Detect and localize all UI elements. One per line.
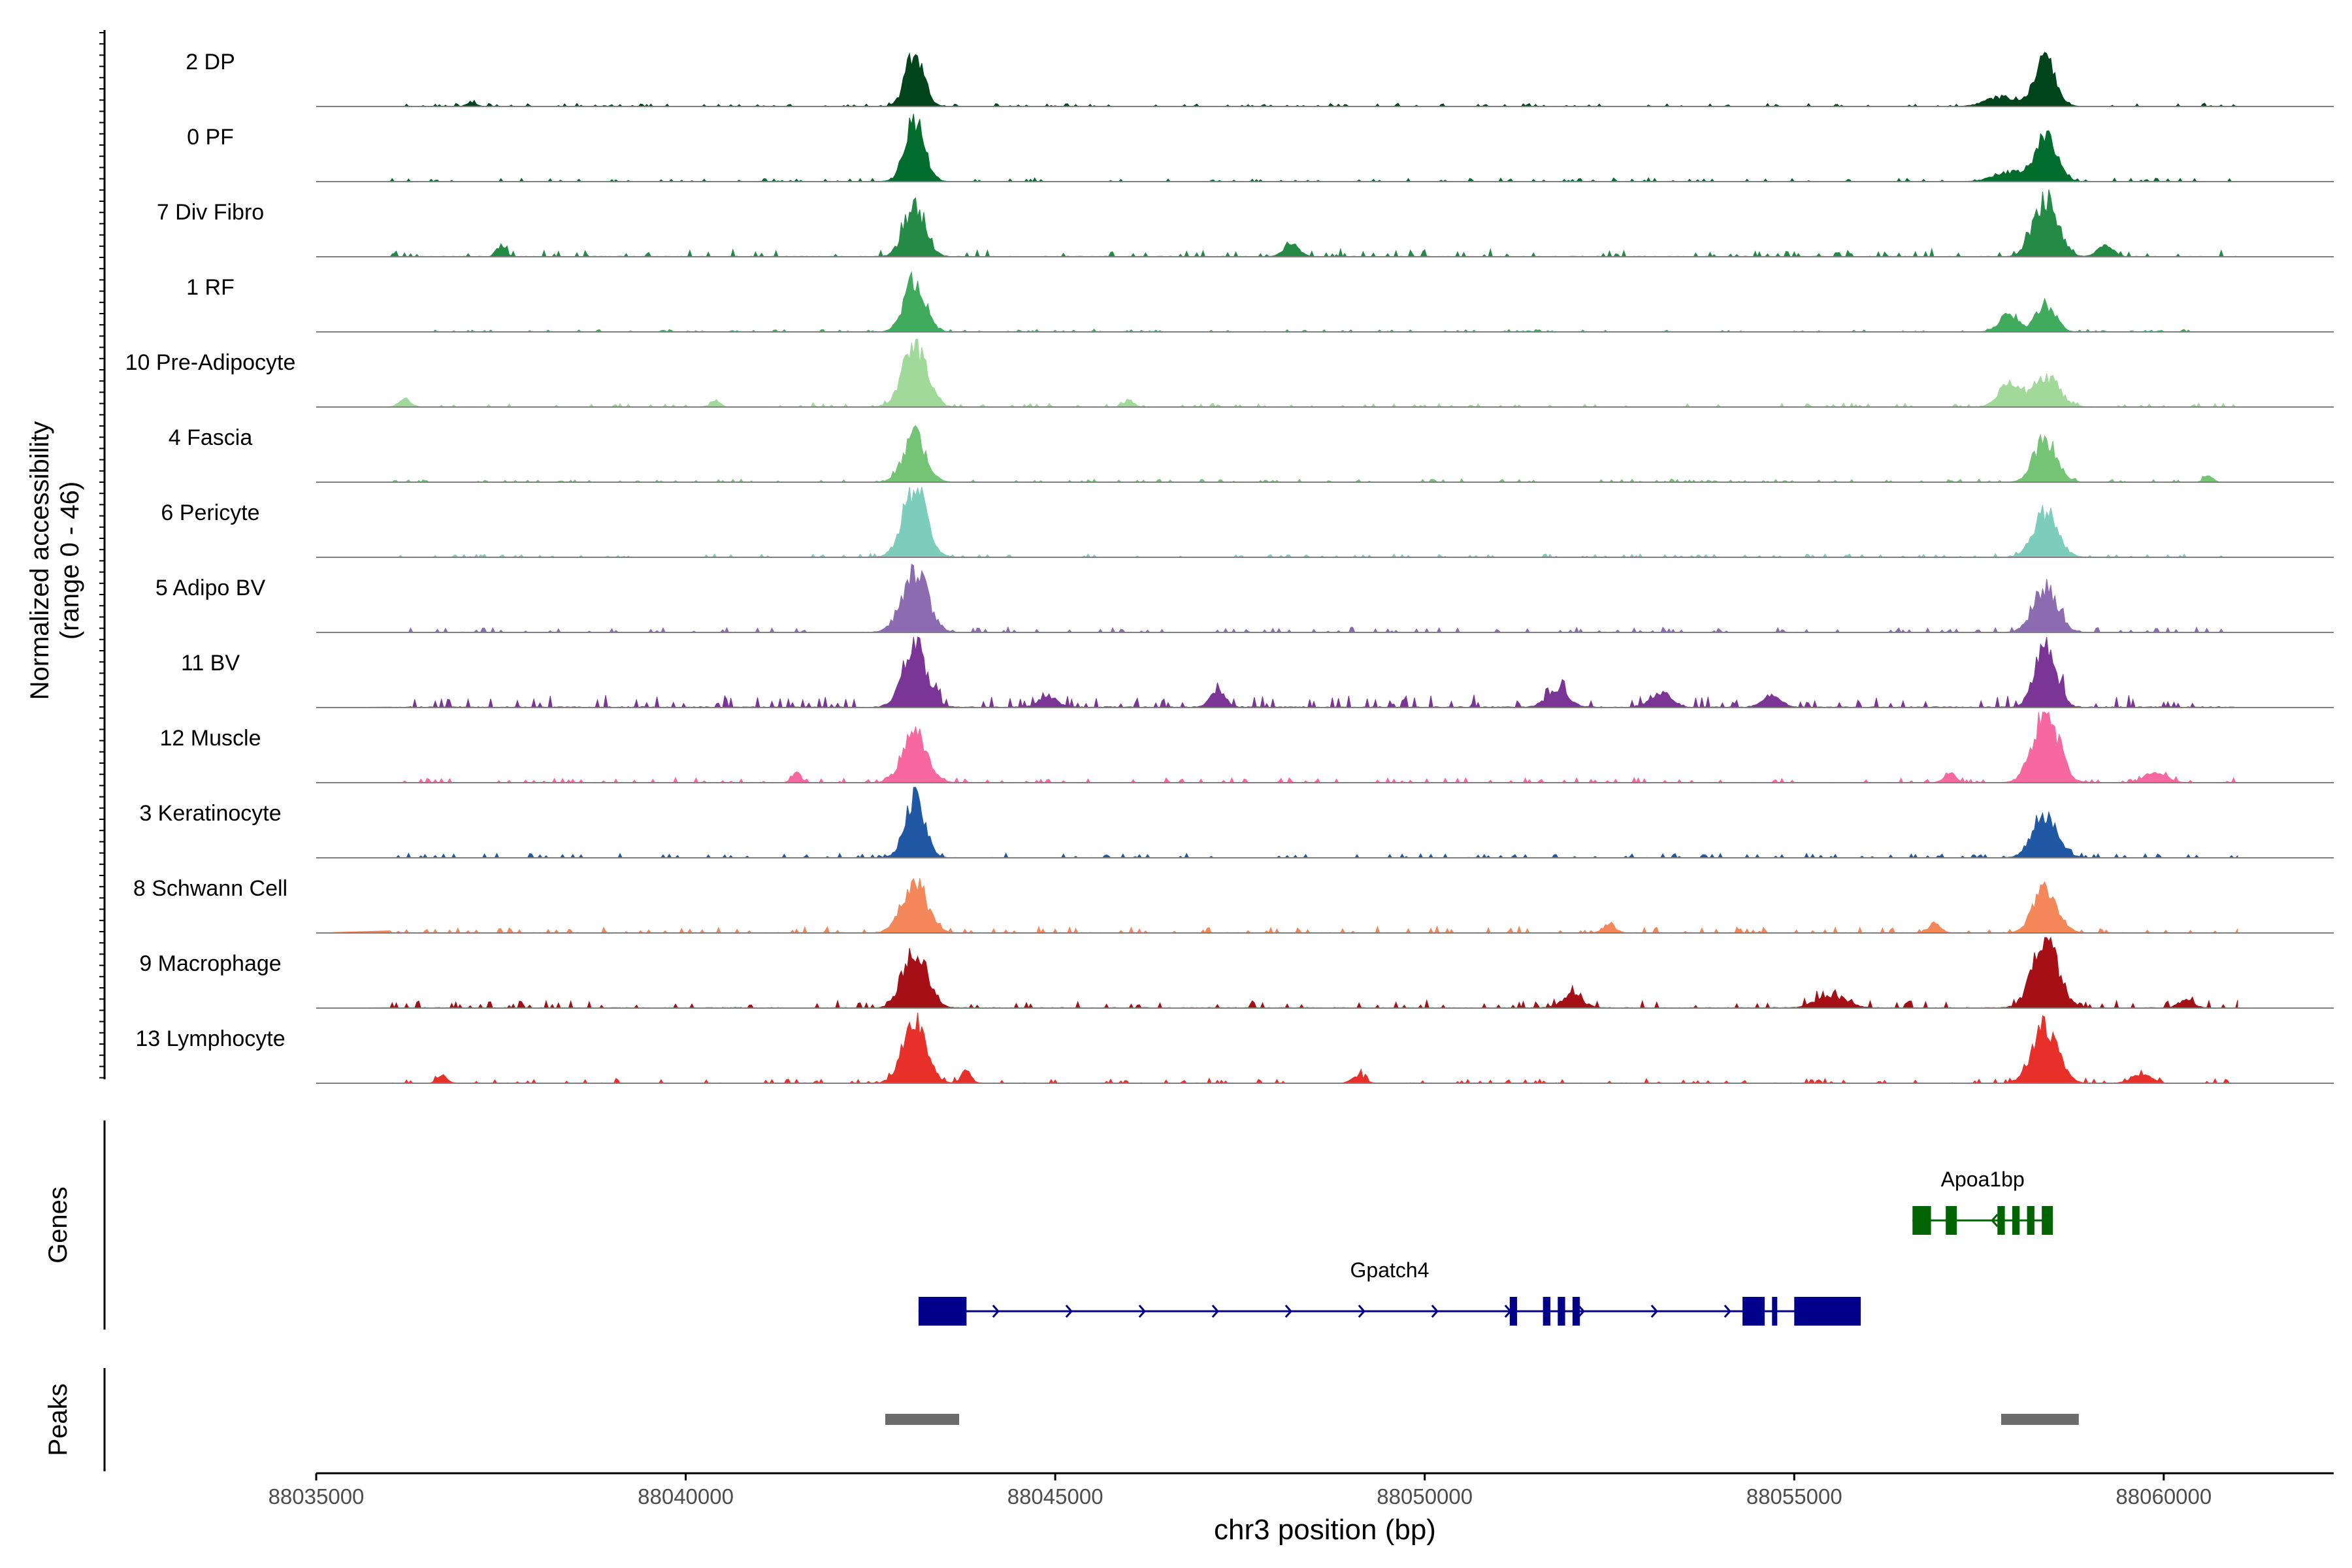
peaks-panel-label: Peaks <box>44 1383 73 1456</box>
y-axis-ticks <box>99 32 105 1079</box>
strand-arrow <box>1991 1214 1999 1227</box>
x-axis-label: chr3 position (bp) <box>1214 1514 1436 1546</box>
y-axis-label-line1: Normalized accessibility <box>25 421 54 700</box>
track-label: 9 Macrophage <box>139 951 281 976</box>
track-label: 4 Fascia <box>169 425 253 450</box>
exon <box>2012 1206 2020 1235</box>
peak-regions <box>885 1414 2079 1425</box>
x-tick-label: 88035000 <box>269 1484 365 1509</box>
track-4: 1 RF <box>186 270 2334 333</box>
track-1: 2 DP <box>186 50 2334 107</box>
track-9: 11 BV <box>181 636 2334 709</box>
track-label: 1 RF <box>186 275 235 300</box>
exon <box>1794 1297 1861 1326</box>
x-tick-label: 88050000 <box>1377 1484 1473 1509</box>
exon <box>918 1297 967 1326</box>
strand-arrow <box>1284 1305 1292 1318</box>
strand-arrow <box>1138 1305 1146 1318</box>
x-tick-label: 88055000 <box>1746 1484 1842 1509</box>
coverage-area <box>316 270 2238 333</box>
exon <box>1772 1297 1778 1326</box>
strand-arrow <box>1431 1305 1439 1318</box>
coverage-area <box>316 189 2238 257</box>
track-5: 10 Pre-Adipocyte <box>125 338 2334 408</box>
exon <box>1543 1297 1550 1326</box>
exon <box>1558 1297 1565 1326</box>
track-label: 10 Pre-Adipocyte <box>125 350 296 375</box>
track-6: 4 Fascia <box>169 425 2334 483</box>
coverage-area <box>316 936 2238 1009</box>
peaks-panel: Peaks <box>44 1368 2079 1471</box>
coverage-area <box>316 338 2238 408</box>
strand-arrow <box>1065 1305 1073 1318</box>
track-3: 7 Div Fibro <box>157 189 2334 257</box>
track-label: 7 Div Fibro <box>157 200 264 225</box>
y-axis <box>99 30 106 1079</box>
track-label: 11 BV <box>181 651 240 676</box>
y-axis-label-line2: (range 0 - 46) <box>56 482 84 640</box>
track-label: 8 Schwann Cell <box>133 876 287 901</box>
track-7: 6 Pericyte <box>161 486 2334 558</box>
track-label: 13 Lymphocyte <box>135 1026 285 1051</box>
exon <box>1509 1297 1518 1326</box>
exon <box>2027 1206 2034 1235</box>
track-label: 5 Adipo BV <box>155 576 266 600</box>
gene-label: Apoa1bp <box>1941 1168 2025 1191</box>
coverage-area <box>316 563 2238 633</box>
gene-models: Gpatch4 Apoa1bp <box>918 1168 2053 1326</box>
x-tick-label: 88060000 <box>2115 1484 2212 1509</box>
gene-apoa1bp: Apoa1bp <box>1912 1168 2053 1235</box>
strand-arrow <box>1211 1305 1219 1318</box>
track-label: 2 DP <box>186 50 235 74</box>
x-axis-ticks: 88035000 88040000 88045000 88050000 88055000… <box>269 1473 2212 1509</box>
track-8: 5 Adipo BV <box>155 563 2334 633</box>
genes-panel: Genes Gpatch4 Apoa1bp <box>44 1120 2053 1330</box>
coverage-area <box>316 711 2238 784</box>
coverage-area <box>316 787 2238 858</box>
track-12: 8 Schwann Cell <box>133 876 2334 934</box>
coverage-area <box>316 636 2238 709</box>
exon <box>2042 1206 2053 1235</box>
track-2: 0 PF <box>187 114 2334 182</box>
exon <box>1742 1297 1765 1326</box>
coverage-area <box>316 425 2238 483</box>
coverage-area <box>316 114 2238 182</box>
coverage-area <box>316 52 2238 107</box>
track-10: 12 Muscle <box>160 711 2334 784</box>
strand-arrow <box>992 1305 1000 1318</box>
track-label: 12 Muscle <box>160 726 261 751</box>
x-axis: 88035000 88040000 88045000 88050000 88055000… <box>269 1472 2334 1546</box>
gene-gpatch4: Gpatch4 <box>918 1258 1861 1326</box>
track-14: 13 Lymphocyte <box>135 1012 2334 1084</box>
track-label: 6 Pericyte <box>161 500 259 525</box>
strand-arrow <box>1723 1305 1731 1318</box>
strand-arrow <box>1358 1305 1365 1318</box>
exon <box>1912 1206 1931 1235</box>
genes-panel-label: Genes <box>44 1186 73 1264</box>
coverage-area <box>316 877 2238 934</box>
track-label: 3 Keratinocyte <box>139 801 281 826</box>
x-tick-label: 88045000 <box>1007 1484 1103 1509</box>
strand-arrow <box>1650 1305 1658 1318</box>
coverage-area <box>316 486 2238 558</box>
exon <box>1997 1206 2005 1235</box>
track-13: 9 Macrophage <box>139 936 2334 1009</box>
gene-label: Gpatch4 <box>1350 1258 1429 1282</box>
coverage-area <box>316 1012 2238 1084</box>
accessibility-tracks: 2 DP 0 PF 7 Div Fibro 1 RF 10 Pre-Adipocyte 4… <box>125 50 2334 1084</box>
exon <box>1946 1206 1957 1235</box>
track-11: 3 Keratinocyte <box>139 787 2334 858</box>
peak-region <box>885 1414 960 1425</box>
peak-region <box>2001 1414 2079 1425</box>
x-tick-label: 88040000 <box>638 1484 734 1509</box>
track-label: 0 PF <box>187 125 234 150</box>
strand-arrow <box>1577 1305 1585 1318</box>
exon <box>1572 1297 1580 1326</box>
